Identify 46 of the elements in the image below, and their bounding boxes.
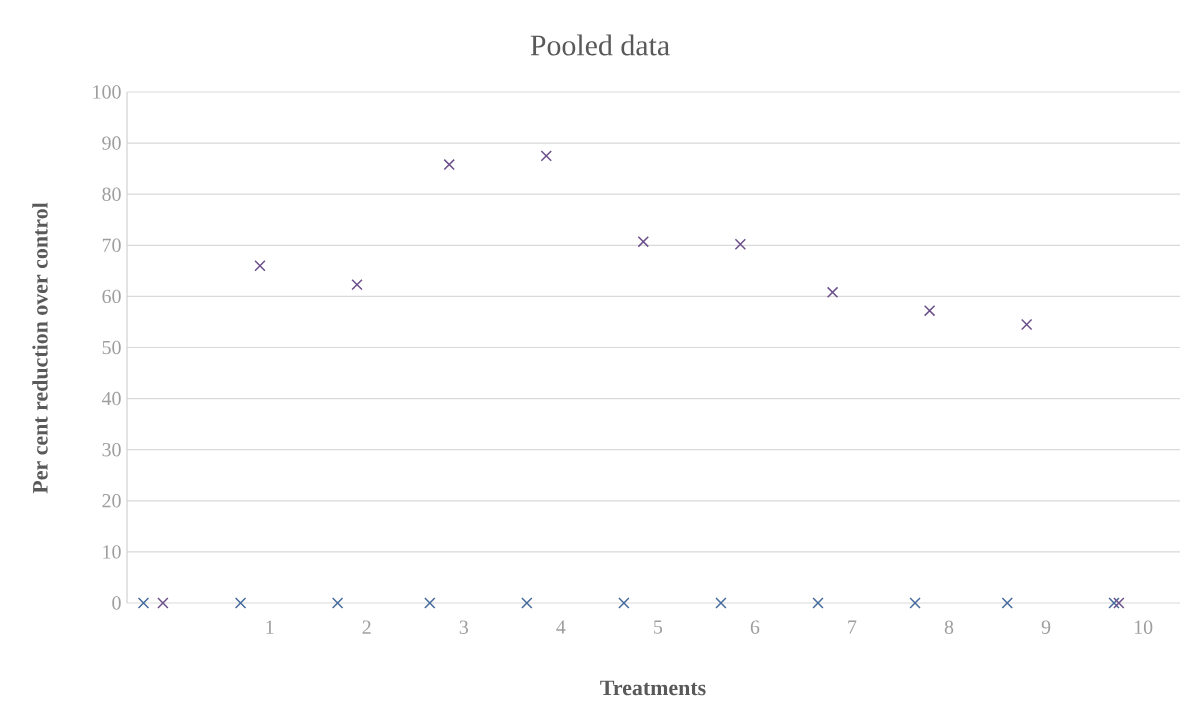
point <box>137 597 150 609</box>
point <box>1001 597 1013 609</box>
x-tick-label: 2 <box>362 620 371 634</box>
y-tick-label: 20 <box>102 494 121 508</box>
y-tick-label: 50 <box>102 340 121 355</box>
y-tick-label: 10 <box>103 545 121 559</box>
y-tick-label: 80 <box>102 187 121 201</box>
point <box>1113 597 1125 609</box>
x-tick-label: 7 <box>848 620 857 634</box>
y-tick-label: 100 <box>93 85 121 99</box>
y-tick-label: 0 <box>112 596 121 610</box>
x-tick-label: 9 <box>1041 620 1051 634</box>
y-tick-label: 30 <box>102 442 121 457</box>
point <box>734 238 747 250</box>
point <box>521 597 533 609</box>
point <box>826 286 839 298</box>
point <box>157 597 169 609</box>
y-tick-label: 40 <box>101 391 121 406</box>
x-tick-label: 4 <box>556 620 566 634</box>
point <box>351 278 363 291</box>
x-tick-label: 6 <box>750 620 760 634</box>
x-tick-label: 1 <box>266 620 274 634</box>
x-axis-title: Treatments <box>600 680 706 696</box>
point <box>424 597 436 609</box>
point <box>540 150 552 162</box>
x-tick-label: 10 <box>1134 620 1153 634</box>
point <box>254 260 266 272</box>
point <box>923 304 936 317</box>
point <box>909 597 921 609</box>
point <box>234 597 247 609</box>
point <box>715 597 727 609</box>
point <box>1108 597 1120 609</box>
y-tick-label: 60 <box>102 289 121 304</box>
point <box>637 236 650 248</box>
x-tick-label: 5 <box>654 620 663 634</box>
point <box>618 597 630 609</box>
point <box>443 158 455 171</box>
chart-title: Pooled data <box>530 34 670 56</box>
y-tick-label: 70 <box>102 238 121 252</box>
y-axis-title: Per cent reduction over control <box>32 202 48 494</box>
y-tick-label: 90 <box>102 136 121 150</box>
x-tick-label: 3 <box>459 620 468 634</box>
x-tick-label: 8 <box>944 620 954 634</box>
point <box>1020 318 1033 331</box>
point <box>812 597 824 609</box>
point <box>331 597 344 609</box>
